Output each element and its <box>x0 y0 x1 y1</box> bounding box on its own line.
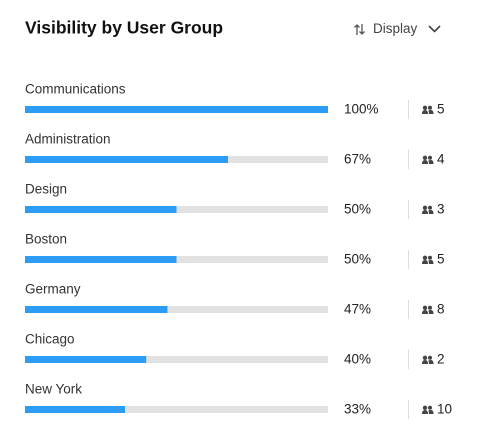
bar-fill <box>25 106 328 113</box>
icon-head <box>428 105 432 110</box>
member-count: 2 <box>437 352 445 367</box>
bar-fill <box>25 406 125 413</box>
icon-head <box>422 155 428 160</box>
bar-fill <box>25 206 177 213</box>
icon-body <box>422 160 428 164</box>
members-icon <box>422 255 434 264</box>
bar-track <box>25 406 328 413</box>
chevron-down <box>428 25 441 33</box>
icon-body <box>428 260 434 264</box>
icon-head <box>428 205 432 210</box>
icon-head <box>428 255 432 260</box>
icon-head <box>422 305 428 310</box>
icon-head <box>428 355 432 360</box>
group-name: Germany <box>25 282 81 297</box>
icon-head <box>422 105 428 111</box>
icon-head <box>422 405 428 410</box>
group-name: Administration <box>25 132 111 147</box>
icon-body <box>422 360 428 364</box>
icon-head <box>422 355 428 360</box>
icon-body <box>422 410 428 414</box>
percent-label: 47% <box>344 302 371 317</box>
percent-label: 40% <box>344 352 371 367</box>
icon-body <box>428 110 434 114</box>
icon-body <box>428 310 434 314</box>
icon-body <box>422 110 428 114</box>
group-name: Design <box>25 182 67 197</box>
bar-fill <box>25 356 147 363</box>
members-icon <box>422 155 434 164</box>
member-count: 4 <box>437 152 445 167</box>
icon-head <box>428 405 432 410</box>
members-icon <box>422 355 434 364</box>
members-icon <box>422 405 434 414</box>
display-label: Display <box>373 21 418 36</box>
percent-label: 100% <box>344 102 379 117</box>
bar-fill <box>25 306 168 313</box>
icon-head <box>422 205 428 210</box>
members-icon <box>422 205 434 214</box>
member-count: 5 <box>437 252 445 267</box>
member-count: 10 <box>437 402 452 417</box>
icon-body <box>428 160 434 164</box>
percent-label: 33% <box>344 402 371 417</box>
group-name: Communications <box>25 82 126 97</box>
group-name: Chicago <box>25 332 75 347</box>
bar-fill <box>25 156 229 163</box>
icon-head <box>428 155 432 160</box>
icon-body <box>428 210 434 214</box>
icon-head <box>422 255 428 260</box>
percent-label: 67% <box>344 152 371 167</box>
icon-body <box>428 360 434 364</box>
members-icon <box>422 305 434 314</box>
sort-icon <box>354 24 365 35</box>
icon-body <box>422 210 428 214</box>
bar-fill <box>25 256 177 263</box>
member-count: 8 <box>437 302 445 317</box>
member-count: 3 <box>437 202 445 217</box>
bar-track <box>25 356 328 363</box>
group-name: New York <box>25 382 82 397</box>
icon-body <box>428 410 434 414</box>
display-control[interactable]: Display <box>354 21 441 36</box>
percent-label: 50% <box>344 252 371 267</box>
group-name: Boston <box>25 232 67 247</box>
icon-body <box>422 310 428 314</box>
percent-label: 50% <box>344 202 371 217</box>
icon-body <box>422 260 428 264</box>
widget-title: Visibility by User Group <box>25 18 223 38</box>
icon-head <box>428 305 432 310</box>
bar-track <box>25 306 328 313</box>
members-icon <box>422 105 434 114</box>
member-count: 5 <box>437 102 445 117</box>
